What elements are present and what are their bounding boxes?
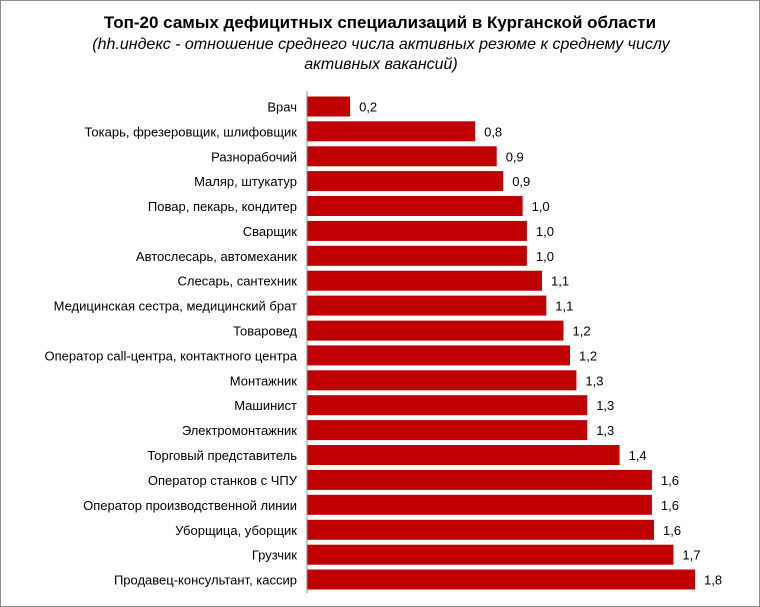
category-label: Медицинская сестра, медицинский брат <box>54 299 297 314</box>
bar <box>307 445 620 465</box>
data-label: 1,2 <box>573 324 591 339</box>
bar <box>307 395 588 416</box>
data-label: 1,3 <box>596 423 614 438</box>
bar <box>307 295 547 316</box>
category-label: Торговый представитель <box>147 448 297 463</box>
data-label: 1,0 <box>536 224 554 239</box>
category-label: Оператор станков с ЧПУ <box>148 473 298 488</box>
bar <box>307 196 523 216</box>
category-label: Врач <box>267 100 297 115</box>
category-label: Автослесарь, автомеханик <box>136 249 297 264</box>
data-label: 1,3 <box>585 373 603 388</box>
category-label: Разнорабочий <box>211 149 297 164</box>
bar <box>307 494 652 515</box>
bar <box>307 320 564 341</box>
category-label: Машинист <box>234 398 297 413</box>
category-label: Оператор производственной линии <box>83 498 297 513</box>
bar <box>307 146 497 167</box>
data-label: 1,1 <box>551 274 569 289</box>
category-label: Токарь, фрезеровщик, шлифовщик <box>85 124 298 139</box>
bar <box>307 220 527 241</box>
data-label: 0,2 <box>359 100 377 115</box>
category-label: Продавец-консультант, кассир <box>114 573 297 588</box>
category-label: Повар, пекарь, кондитер <box>148 199 297 214</box>
category-label: Товаровед <box>233 324 297 339</box>
category-label: Уборщица, уборщик <box>175 523 297 538</box>
bar <box>307 270 542 291</box>
data-label: 0,9 <box>506 149 524 164</box>
data-label: 0,8 <box>484 124 502 139</box>
bar <box>307 569 695 590</box>
bar <box>307 171 504 192</box>
data-label: 1,6 <box>661 498 679 513</box>
category-label: Грузчик <box>252 548 297 563</box>
bar <box>307 519 654 540</box>
data-label: 1,2 <box>579 348 597 363</box>
data-label: 1,8 <box>704 573 722 588</box>
data-label: 1,4 <box>629 448 647 463</box>
data-label: 1,0 <box>536 249 554 264</box>
data-label: 1,6 <box>661 473 679 488</box>
bar <box>307 469 652 490</box>
data-label: 1,1 <box>555 299 573 314</box>
chart-subtitle: (hh.индекс - отношение среднего числа ак… <box>92 36 670 73</box>
data-label: 0,9 <box>512 174 530 189</box>
bar <box>307 420 588 441</box>
bar <box>307 544 674 565</box>
bar <box>307 96 351 117</box>
category-label: Слесарь, сантехник <box>178 274 298 289</box>
bar <box>307 121 476 142</box>
bar <box>307 345 570 366</box>
data-label: 1,7 <box>682 548 700 563</box>
category-label: Оператор call-центра, контактного центра <box>44 348 297 363</box>
bar <box>307 370 577 391</box>
category-label: Сварщик <box>243 224 298 239</box>
data-label: 1,0 <box>532 199 550 214</box>
category-label: Монтажник <box>230 373 298 388</box>
data-label: 1,6 <box>663 523 681 538</box>
category-label: Электромонтажник <box>182 423 297 438</box>
bar <box>307 245 527 266</box>
data-label: 1,3 <box>596 398 614 413</box>
category-label: Маляр, штукатур <box>194 174 297 189</box>
chart-title: Топ-20 самых дефицитных специализаций в … <box>103 13 657 32</box>
